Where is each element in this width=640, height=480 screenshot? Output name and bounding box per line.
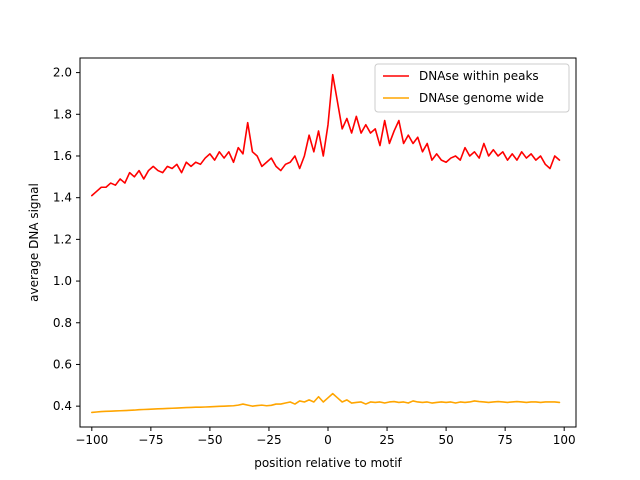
x-tick-label: 75 [498,433,513,447]
legend-box [374,63,570,113]
x-tick-label: 0 [324,433,332,447]
y-tick-label: 1.0 [53,274,72,288]
y-tick-label: 1.6 [53,149,72,163]
x-axis-label: position relative to motif [254,456,402,470]
legend: DNAse within peaks DNAse genome wide [374,63,570,113]
series-line-1 [91,73,561,197]
y-tick-label: 2.0 [53,66,72,80]
x-axis: −100 −75 −50 −25 0 25 50 75 100 [75,427,576,447]
x-tick-label: −100 [75,433,108,447]
x-tick-label: −25 [256,433,281,447]
series-line-2 [91,392,561,414]
legend-label: DNAse genome wide [419,91,544,105]
y-tick-label: 0.4 [53,399,72,413]
y-tick-label: 0.6 [53,357,72,371]
x-tick-label: −75 [138,433,163,447]
x-tick-label: 100 [553,433,576,447]
series-layer [91,73,561,414]
y-tick-label: 1.8 [53,107,72,121]
y-axis-label: average DNA signal [27,183,41,302]
x-tick-label: 25 [379,433,394,447]
x-tick-label: −50 [197,433,222,447]
legend-label: DNAse within peaks [419,69,539,83]
y-axis: 0.4 0.6 0.8 1.0 1.2 1.4 1.6 1.8 2.0 [53,66,80,413]
y-tick-label: 1.4 [53,191,72,205]
y-tick-label: 1.2 [53,232,72,246]
x-tick-label: 50 [438,433,453,447]
y-tick-label: 0.8 [53,316,72,330]
